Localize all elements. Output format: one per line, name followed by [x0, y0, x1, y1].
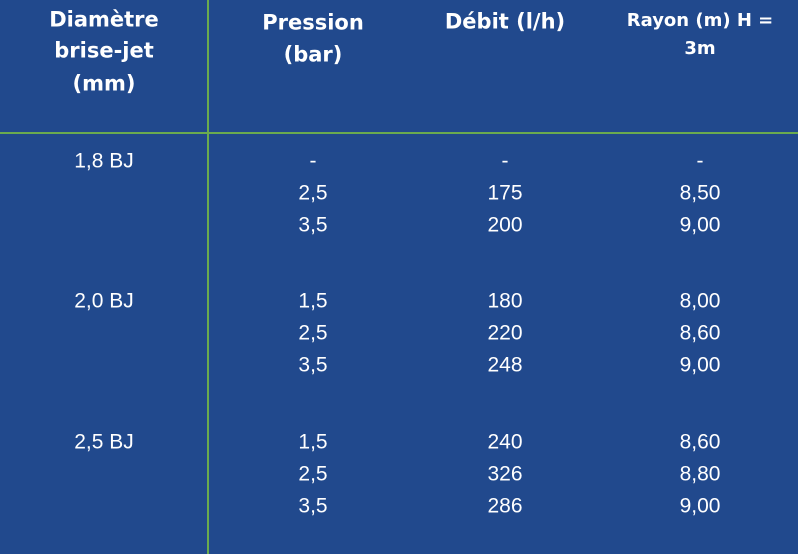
- header-cell: (bar): [283, 42, 343, 67]
- header-cell: Rayon (m) H =: [626, 10, 774, 31]
- value-cell: 1,5: [298, 430, 328, 454]
- value-cell: 180: [487, 289, 523, 313]
- diameter-cell: 2,5 BJ: [74, 430, 134, 454]
- diameter-cell: 2,0 BJ: [74, 289, 134, 313]
- header-cell: Pression: [262, 10, 364, 35]
- value-cell: 175: [487, 181, 523, 205]
- value-cell: -: [309, 149, 317, 173]
- value-cell: 2,5: [298, 181, 328, 205]
- value-cell: 3,5: [298, 213, 328, 237]
- value-cell: 220: [487, 321, 523, 345]
- value-cell: 248: [487, 353, 523, 377]
- value-cell: 1,5: [298, 289, 328, 313]
- value-cell: 240: [487, 430, 523, 454]
- value-cell: 8,00: [679, 289, 721, 313]
- diameter-cell: 1,8 BJ: [74, 149, 134, 173]
- value-cell: 9,00: [679, 213, 721, 237]
- header-cell: Diamètre: [49, 7, 159, 32]
- column-divider: [207, 0, 209, 554]
- value-cell: 326: [487, 462, 523, 486]
- value-cell: 3,5: [298, 494, 328, 518]
- header-divider: [0, 132, 798, 134]
- value-cell: 2,5: [298, 321, 328, 345]
- header-cell: brise-jet: [54, 38, 154, 63]
- value-cell: 9,00: [679, 494, 721, 518]
- value-cell: 200: [487, 213, 523, 237]
- value-cell: 3,5: [298, 353, 328, 377]
- value-cell: 8,60: [679, 430, 721, 454]
- value-cell: 8,50: [679, 181, 721, 205]
- value-cell: 9,00: [679, 353, 721, 377]
- value-cell: -: [501, 149, 509, 173]
- value-cell: 286: [487, 494, 523, 518]
- header-cell: Débit (l/h): [444, 9, 566, 34]
- value-cell: -: [696, 149, 704, 173]
- header-cell: (mm): [72, 71, 136, 96]
- header-cell: 3m: [684, 38, 716, 59]
- value-cell: 2,5: [298, 462, 328, 486]
- value-cell: 8,60: [679, 321, 721, 345]
- value-cell: 8,80: [679, 462, 721, 486]
